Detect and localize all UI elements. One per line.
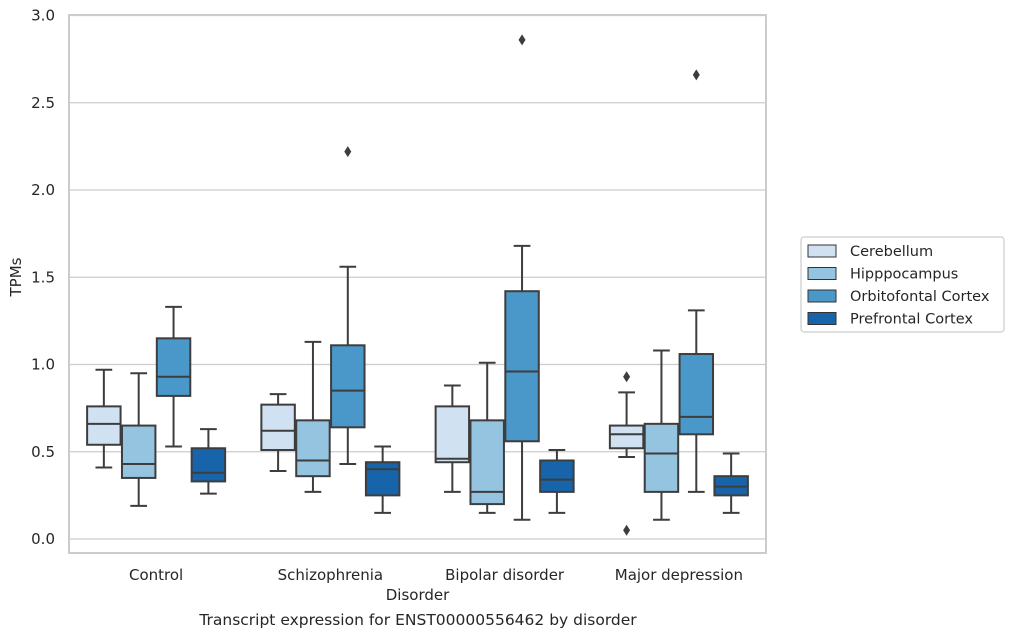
- y-tick-label: 3.0: [31, 7, 55, 25]
- x-tick-label: Major depression: [615, 566, 743, 584]
- iqr-box: [120, 424, 157, 479]
- iqr-box: [643, 422, 680, 493]
- box-prefrontal-cortex: [713, 452, 749, 514]
- boxes: [86, 34, 749, 536]
- y-tick-label: 0.5: [31, 443, 55, 461]
- box-cerebellum: [260, 393, 296, 472]
- x-tick-label: Schizophrenia: [278, 566, 383, 584]
- iqr-box: [434, 405, 471, 464]
- box-hipppocampus: [643, 349, 680, 521]
- legend-swatch: [807, 289, 837, 303]
- box-prefrontal-cortex: [364, 445, 401, 514]
- outlier-point: [623, 524, 631, 536]
- y-tick-label: 1.5: [31, 268, 55, 286]
- plot-border: [68, 14, 767, 554]
- figure-caption: Transcript expression for ENST0000055646…: [199, 611, 637, 629]
- box-cerebellum: [86, 368, 122, 469]
- iqr-box: [608, 424, 645, 450]
- iqr-box: [504, 290, 540, 443]
- iqr-box: [539, 459, 575, 493]
- legend-label: Cerebellum: [850, 244, 933, 260]
- legend-swatch: [807, 267, 837, 280]
- box-hipppocampus: [295, 340, 331, 493]
- box-cerebellum: [434, 384, 471, 493]
- iqr-box: [260, 403, 296, 452]
- outlier-point: [518, 34, 526, 46]
- box-orbitofontal-cortex: [678, 69, 715, 493]
- y-tick-label: 0.0: [31, 530, 55, 548]
- outlier-point: [623, 371, 631, 383]
- legend-frame: [800, 236, 1005, 333]
- x-axis-title: Disorder: [386, 586, 450, 604]
- box-orbitofontal-cortex: [504, 34, 540, 521]
- box-hipppocampus: [120, 372, 157, 507]
- iqr-box: [330, 344, 366, 429]
- legend-swatch: [807, 312, 837, 325]
- iqr-box: [155, 337, 192, 397]
- outlier-point: [344, 146, 352, 158]
- box-orbitofontal-cortex: [330, 146, 366, 465]
- x-tick-label: Control: [129, 566, 183, 584]
- y-tick-label: 2.0: [31, 181, 55, 199]
- outlier-point: [692, 69, 700, 81]
- y-axis-title: TPMs: [7, 257, 25, 297]
- iqr-box: [469, 419, 505, 506]
- iqr-box: [364, 461, 401, 497]
- iqr-box: [295, 419, 331, 478]
- x-tick-label: Bipolar disorder: [445, 566, 565, 584]
- iqr-box: [678, 353, 715, 436]
- tick-labels: 0.0 0.5 1.0 1.5 2.0 2.5 3.0 Control Schizophreni…: [31, 7, 743, 585]
- legend-swatch: [807, 244, 837, 258]
- legend-label: Orbitofontal Cortex: [850, 289, 990, 305]
- box-cerebellum: [608, 371, 645, 536]
- box-orbitofontal-cortex: [155, 305, 192, 448]
- legend: Cerebellum Hipppocampus Orbitofontal Corte…: [800, 236, 1005, 333]
- box-prefrontal-cortex: [539, 449, 575, 514]
- iqr-box: [190, 447, 227, 483]
- y-tick-label: 1.0: [31, 356, 55, 374]
- iqr-box: [86, 405, 122, 446]
- legend-label: Hipppocampus: [850, 267, 958, 283]
- box-hipppocampus: [469, 361, 505, 514]
- y-tick-label: 2.5: [31, 94, 55, 112]
- plot-frame: [68, 14, 767, 554]
- box-prefrontal-cortex: [190, 428, 227, 495]
- legend-label: Prefrontal Cortex: [850, 312, 973, 328]
